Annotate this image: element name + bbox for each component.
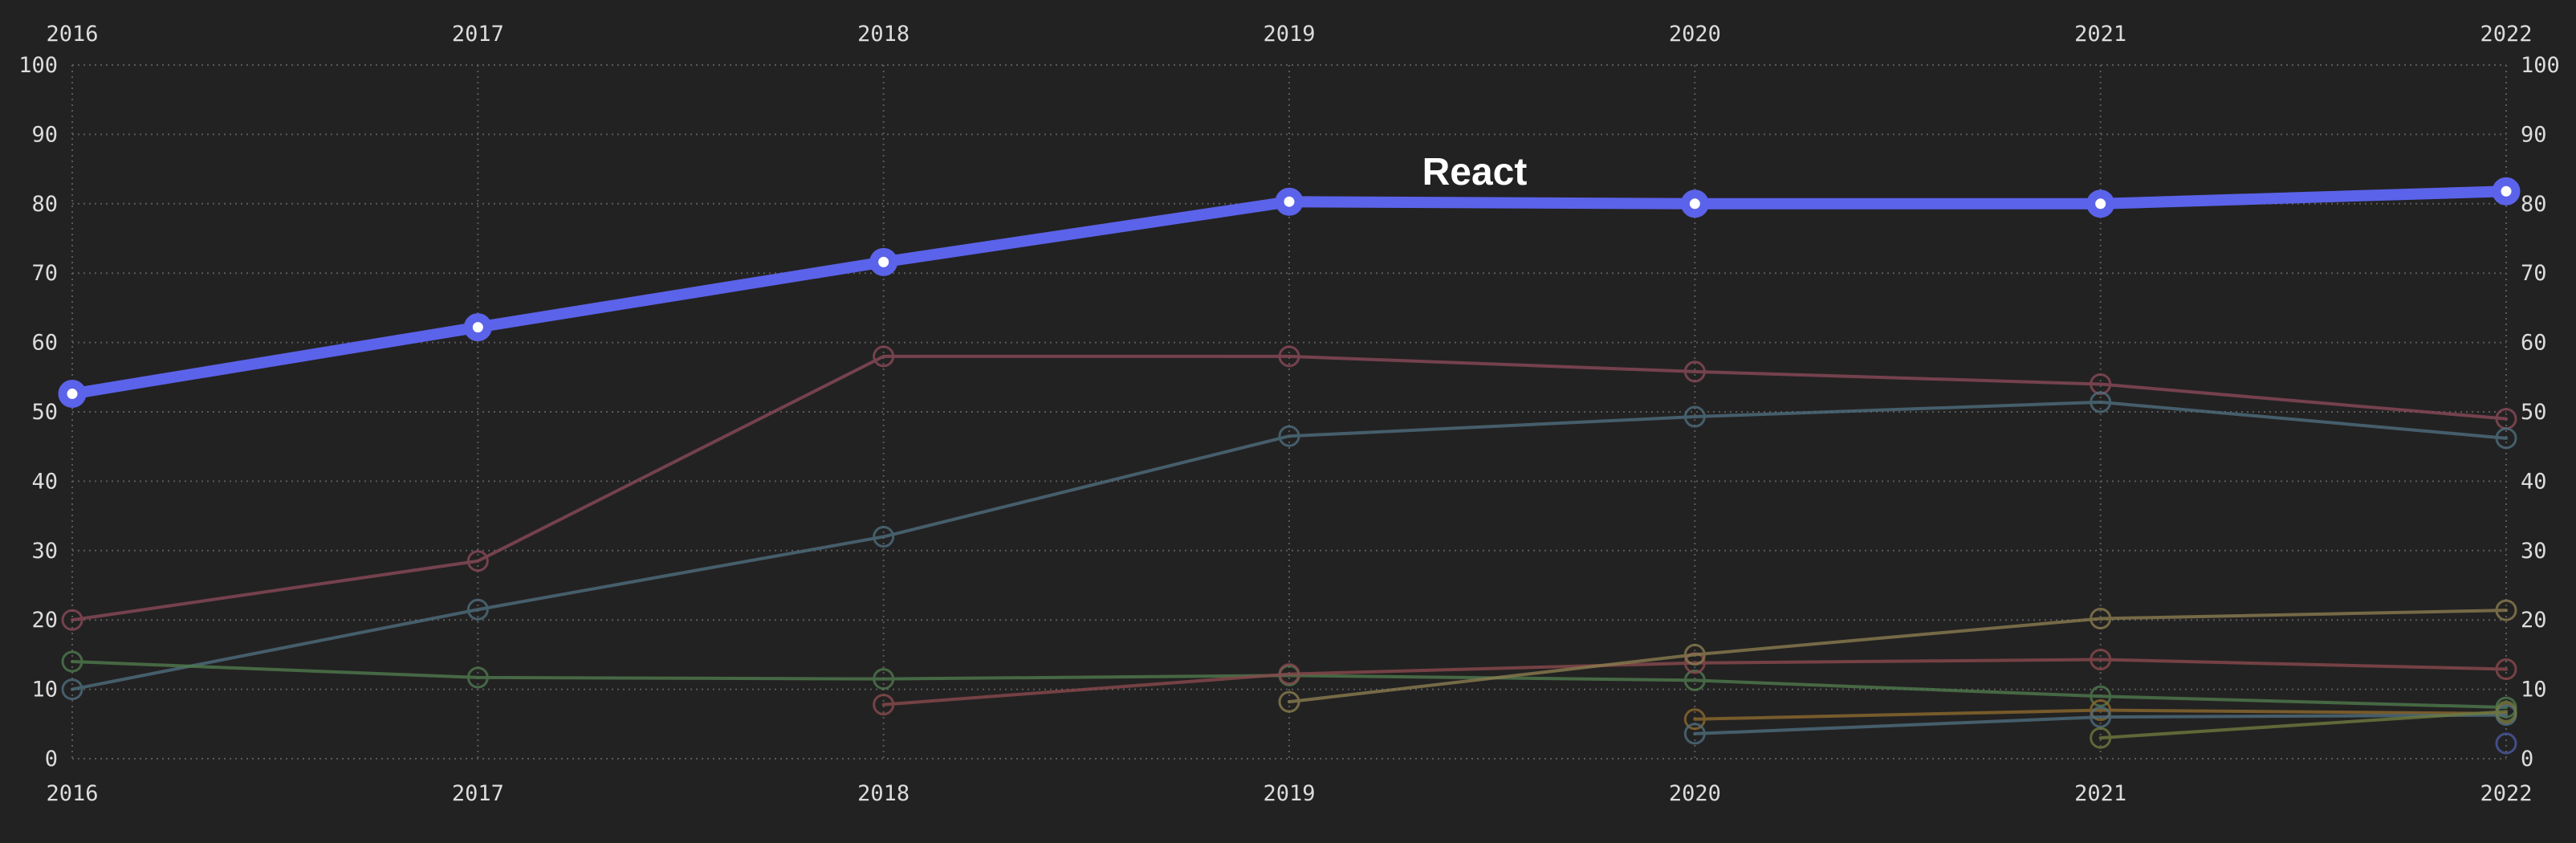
y-tick-label-left: 40 (31, 469, 58, 494)
series-8 (2495, 732, 2517, 755)
data-point (2090, 607, 2112, 629)
series-0 (61, 345, 2517, 631)
y-tick-label-left: 80 (31, 192, 58, 217)
data-point (2090, 727, 2112, 749)
y-tick-label-left: 70 (31, 261, 58, 286)
y-tick-label-left: 10 (31, 678, 58, 702)
series-line (881, 658, 2508, 707)
data-point (2090, 391, 2112, 413)
series-line (71, 354, 2508, 622)
data-point-react (463, 313, 492, 342)
data-point (873, 345, 895, 368)
x-tick-label-bottom: 2021 (2074, 781, 2126, 806)
series-line (1693, 708, 2508, 721)
x-tick-label-top: 2016 (46, 22, 98, 47)
series-line (71, 400, 2508, 691)
x-tick-label-bottom: 2020 (1669, 781, 1721, 806)
y-tick-label-right: 0 (2521, 747, 2533, 772)
y-tick-label-right: 80 (2521, 192, 2547, 217)
data-point (873, 526, 895, 548)
data-point-react (2492, 177, 2521, 206)
data-point-react (2086, 189, 2115, 218)
series-label-react: React (1422, 151, 1528, 193)
x-tick-label-bottom: 2017 (452, 781, 504, 806)
y-tick-label-left: 100 (18, 53, 58, 78)
data-point (2495, 700, 2517, 723)
y-tick-label-right: 100 (2521, 53, 2560, 78)
series-7 (2090, 700, 2517, 749)
series-react (58, 177, 2521, 409)
data-point-react (869, 247, 898, 276)
y-tick-label-right: 90 (2521, 122, 2547, 147)
data-point (1278, 663, 1300, 686)
data-point (2495, 427, 2517, 450)
grid (71, 64, 2507, 760)
data-point (1683, 669, 1706, 691)
y-tick-label-right: 20 (2521, 608, 2547, 633)
data-point (61, 678, 83, 701)
data-point (466, 666, 489, 689)
data-point (873, 668, 895, 690)
series-lines (58, 177, 2521, 755)
data-point (1683, 360, 1706, 383)
y-tick-label-right: 10 (2521, 678, 2547, 702)
y-tick-label-left: 90 (31, 122, 58, 147)
data-point (61, 650, 83, 673)
x-tick-label-top: 2021 (2074, 22, 2126, 47)
y-tick-label-left: 20 (31, 608, 58, 633)
data-point (1683, 643, 1706, 666)
series-line (1693, 713, 2508, 735)
x-tick-label-bottom: 2019 (1263, 781, 1315, 806)
data-point (2090, 699, 2112, 722)
data-point-react (1275, 187, 1304, 216)
x-tick-label-top: 2017 (452, 22, 504, 47)
x-tick-label-top: 2020 (1669, 22, 1721, 47)
y-tick-label-left: 60 (31, 331, 58, 356)
y-tick-label-right: 70 (2521, 261, 2547, 286)
data-point (1683, 708, 1706, 731)
data-point (2090, 648, 2112, 670)
x-tick-label-top: 2022 (2480, 22, 2532, 47)
x-tick-label-bottom: 2016 (46, 781, 98, 806)
data-point-react (1680, 189, 1709, 218)
series-line (2098, 710, 2508, 740)
y-tick-label-right: 30 (2521, 539, 2547, 564)
data-point (873, 694, 895, 716)
data-point (466, 550, 489, 572)
data-point (1278, 425, 1300, 447)
series-labels: React (1422, 151, 1528, 193)
data-point (2090, 685, 2112, 707)
data-point (2090, 706, 2112, 728)
x-tick-label-top: 2019 (1263, 22, 1315, 47)
data-point (1683, 405, 1706, 428)
y-tick-label-left: 0 (45, 747, 58, 772)
x-tick-label-bottom: 2022 (2480, 781, 2532, 806)
data-point (2495, 658, 2517, 681)
data-point (2495, 599, 2517, 621)
data-point-react (58, 380, 87, 409)
data-point (1278, 690, 1300, 713)
series-1 (61, 391, 2517, 701)
data-point (1278, 345, 1300, 368)
data-point (1683, 723, 1706, 745)
x-tick-label-bottom: 2018 (857, 781, 910, 806)
data-point (2495, 732, 2517, 755)
y-tick-label-left: 30 (31, 539, 58, 564)
y-tick-label-right: 50 (2521, 400, 2547, 425)
data-point (466, 598, 489, 621)
data-point (61, 609, 83, 631)
series-line (1288, 609, 2508, 704)
y-tick-label-left: 50 (31, 400, 58, 425)
data-point (2090, 373, 2112, 395)
series-3 (873, 648, 2517, 716)
y-tick-label-right: 60 (2521, 331, 2547, 356)
x-tick-label-top: 2018 (857, 22, 910, 47)
series-4 (1278, 599, 2517, 713)
y-tick-label-right: 40 (2521, 469, 2547, 494)
